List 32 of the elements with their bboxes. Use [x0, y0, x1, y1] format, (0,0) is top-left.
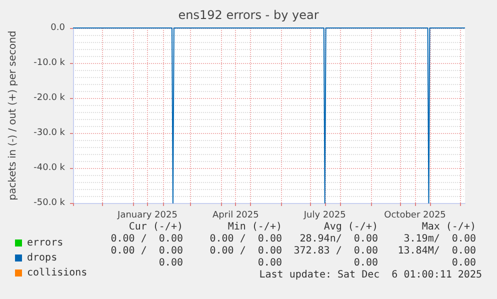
x-tick-label: October 2025 — [384, 210, 446, 220]
text: 0.00 — [258, 258, 282, 268]
y-tick-label: -10.0 k — [34, 58, 66, 68]
text: 0.00 / 0.00 — [110, 234, 183, 244]
text: Avg (-/+) — [324, 222, 378, 232]
y-tick-label: 0.0 — [50, 23, 66, 33]
text: Last update: Sat Dec 6 01:00:11 2025 — [259, 270, 482, 280]
text: 0.00 / 0.00 — [210, 234, 282, 244]
legend-label: errors — [27, 238, 64, 248]
text: 0.00 — [158, 258, 183, 268]
text: 0.00 — [354, 258, 378, 268]
x-tick-label: April 2025 — [212, 210, 259, 220]
text: 0.00 / 0.00 — [210, 246, 282, 256]
y-axis-title: packets in (-) / out (+) per second — [8, 30, 18, 200]
x-tick-label: July 2025 — [302, 210, 346, 220]
chart-title: ens192 errors - by year — [178, 8, 319, 22]
y-tick-label: -40.0 k — [34, 163, 66, 173]
y-tick-label: -50.0 k — [34, 198, 66, 208]
text: 13.84M/ 0.00 — [398, 246, 476, 256]
x-tick-label: January 2025 — [116, 210, 178, 220]
text: 0.00 — [452, 258, 476, 268]
text: Max (-/+) — [422, 222, 476, 232]
y-tick-label: -30.0 k — [34, 128, 66, 138]
text: Min (-/+) — [228, 222, 282, 232]
legend-label: drops — [27, 252, 58, 264]
text: Cur (-/+) — [128, 222, 183, 232]
text: 3.19m/ 0.00 — [404, 234, 476, 244]
text: 28.94n/ 0.00 — [300, 234, 378, 244]
text: 0.00 / 0.00 — [110, 246, 183, 256]
legend-label: collisions — [27, 268, 88, 278]
y-tick-label: -20.0 k — [34, 93, 66, 103]
text: 372.83 / 0.00 — [294, 246, 378, 256]
